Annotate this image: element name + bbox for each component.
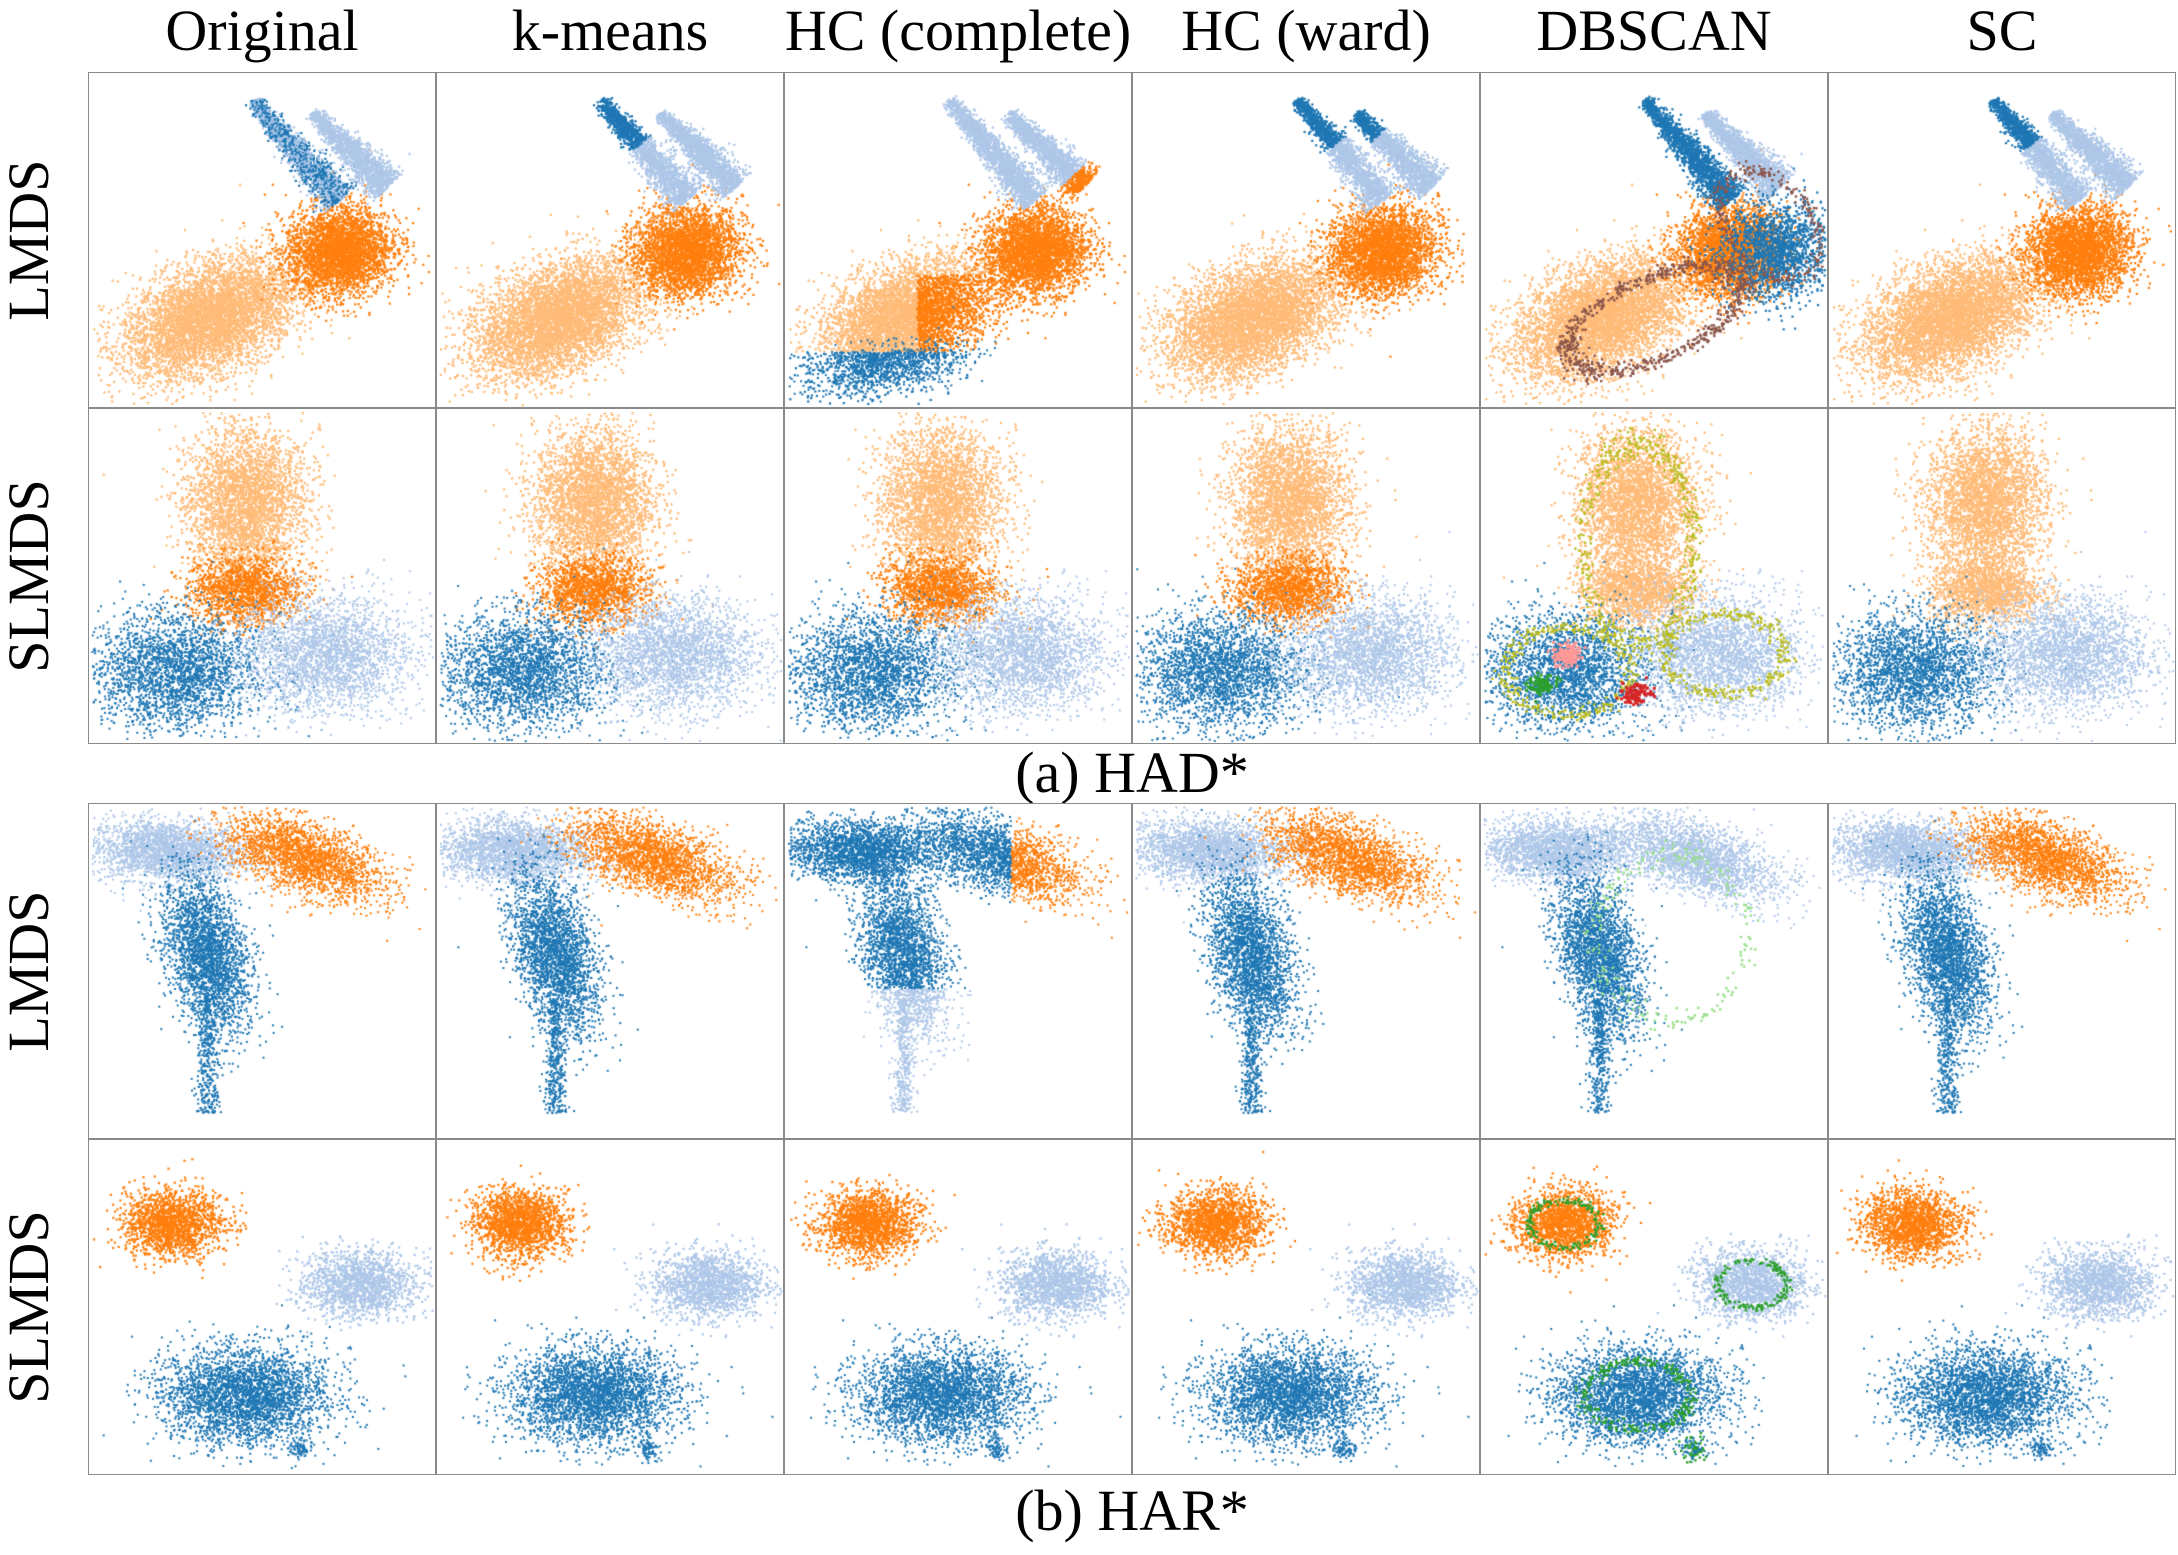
scatter-points xyxy=(785,409,1131,743)
scatter-points xyxy=(1133,804,1479,1138)
scatter-panel-had-lmds-sc xyxy=(1828,72,2176,408)
scatter-points xyxy=(1829,804,2175,1138)
scatter-points xyxy=(1133,73,1479,407)
scatter-points xyxy=(1133,1140,1479,1474)
column-title-sc: SC xyxy=(1966,0,2038,63)
scatter-panel-har-lmds-hc-ward xyxy=(1132,803,1480,1139)
scatter-panel-had-lmds-original xyxy=(88,72,436,408)
scatter-panel-har-lmds-sc xyxy=(1828,803,2176,1139)
scatter-panel-har-slmds-original xyxy=(88,1139,436,1475)
scatter-points xyxy=(89,409,435,743)
scatter-panel-had-lmds-k-means xyxy=(436,72,784,408)
scatter-points xyxy=(1829,1140,2175,1474)
scatter-panel-har-slmds-k-means xyxy=(436,1139,784,1475)
scatter-panel-had-lmds-dbscan xyxy=(1480,72,1828,408)
scatter-panel-har-slmds-hc-ward xyxy=(1132,1139,1480,1475)
column-title-dbscan: DBSCAN xyxy=(1536,0,1772,63)
scatter-points xyxy=(437,804,783,1138)
scatter-points xyxy=(1829,409,2175,743)
caption-had: (a) HAD* xyxy=(1015,740,1249,805)
scatter-points xyxy=(785,1140,1131,1474)
scatter-panel-had-slmds-sc xyxy=(1828,408,2176,744)
scatter-panel-har-slmds-sc xyxy=(1828,1139,2176,1475)
row-label-lmds-a: LMDS xyxy=(0,159,61,321)
scatter-points xyxy=(1481,804,1827,1138)
scatter-panel-had-slmds-hc-complete xyxy=(784,408,1132,744)
scatter-points xyxy=(1481,1140,1827,1474)
scatter-panel-har-lmds-hc-complete xyxy=(784,803,1132,1139)
row-label-lmds-b: LMDS xyxy=(0,890,61,1052)
scatter-points xyxy=(437,1140,783,1474)
scatter-panel-had-slmds-original xyxy=(88,408,436,744)
row-label-slmds-a: SLMDS xyxy=(0,479,61,673)
scatter-panel-had-lmds-hc-ward xyxy=(1132,72,1480,408)
scatter-panel-har-lmds-original xyxy=(88,803,436,1139)
scatter-panel-har-lmds-k-means xyxy=(436,803,784,1139)
scatter-points xyxy=(437,409,783,743)
scatter-points xyxy=(1481,409,1827,743)
column-title-k-means: k-means xyxy=(511,0,709,63)
scatter-points xyxy=(89,804,435,1138)
column-title-hc-ward: HC (ward) xyxy=(1181,0,1431,63)
caption-har: (b) HAR* xyxy=(1015,1478,1249,1543)
scatter-points xyxy=(1829,73,2175,407)
scatter-points xyxy=(1133,409,1479,743)
scatter-points xyxy=(785,804,1131,1138)
column-title-hc-complete: HC (complete) xyxy=(784,0,1132,63)
scatter-points xyxy=(437,73,783,407)
scatter-panel-had-slmds-hc-ward xyxy=(1132,408,1480,744)
scatter-panel-had-lmds-hc-complete xyxy=(784,72,1132,408)
scatter-points xyxy=(785,73,1131,407)
scatter-panel-har-slmds-hc-complete xyxy=(784,1139,1132,1475)
scatter-panel-har-lmds-dbscan xyxy=(1480,803,1828,1139)
scatter-grid xyxy=(88,0,2176,1475)
scatter-points xyxy=(89,73,435,407)
scatter-points xyxy=(1481,73,1827,407)
scatter-panel-had-slmds-dbscan xyxy=(1480,408,1828,744)
scatter-points xyxy=(89,1140,435,1474)
column-title-original: Original xyxy=(165,0,359,63)
scatter-panel-had-slmds-k-means xyxy=(436,408,784,744)
row-label-slmds-b: SLMDS xyxy=(0,1210,61,1404)
scatter-panel-har-slmds-dbscan xyxy=(1480,1139,1828,1475)
